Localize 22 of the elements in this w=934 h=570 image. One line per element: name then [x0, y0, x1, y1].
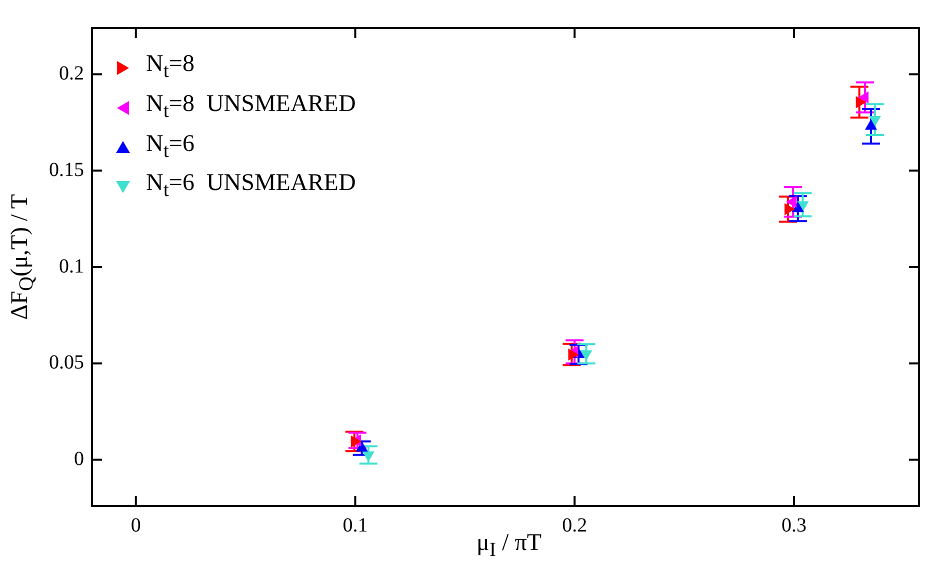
point: [362, 451, 374, 462]
y-tick-label: 0.1: [59, 255, 84, 278]
y-tick-label: 0: [74, 448, 84, 470]
x-tick-label: 0.2: [562, 514, 588, 536]
x-axis-title: μ$_{I}$ / πT: [476, 530, 542, 561]
legend-label: N$_{t}$=6 UNSMEARED: [146, 169, 356, 204]
legend-label: N$_{t}$=8 UNSMEARED: [146, 90, 356, 124]
y-tick-label: 0.05: [49, 352, 84, 374]
point: [797, 201, 808, 212]
point: [792, 202, 804, 212]
x-tick-label: 0.3: [781, 514, 806, 536]
legend-label: N$_{t}$=6: [146, 130, 194, 164]
point: [580, 350, 592, 360]
y-tick-label: 0.15: [49, 158, 84, 181]
legend-label: N$_{t}$=8: [146, 50, 194, 84]
x-tick-label: 0.1: [342, 514, 368, 536]
point: [858, 92, 869, 104]
y-tick-label: 0.2: [59, 62, 84, 85]
point: [786, 196, 797, 208]
x-tick-label: 0: [130, 514, 141, 536]
point: [568, 348, 578, 360]
point: [356, 442, 368, 452]
